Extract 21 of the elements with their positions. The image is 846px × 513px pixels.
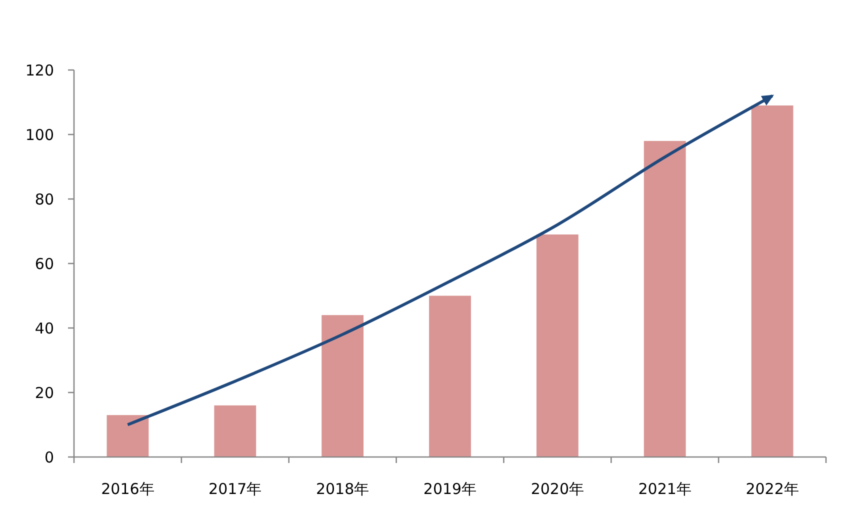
bar [322, 315, 364, 457]
x-tick-label: 2020年 [530, 480, 584, 498]
bar [751, 105, 794, 457]
bar [214, 405, 256, 457]
y-tick-label: 120 [25, 62, 54, 80]
bar [106, 415, 149, 457]
bar [536, 234, 578, 457]
x-tick-label: 2017年 [208, 480, 262, 498]
bar [644, 140, 686, 457]
bar [429, 296, 471, 457]
y-tick-label: 20 [34, 384, 54, 402]
y-tick-label: 80 [34, 190, 54, 208]
y-tick-label: 40 [34, 320, 54, 338]
x-tick-label: 2022年 [746, 480, 799, 498]
x-tick-label: 2019年 [423, 480, 477, 498]
x-tick-label: 2021年 [638, 480, 692, 498]
x-tick-label: 2018年 [316, 480, 370, 498]
y-tick-label: 60 [34, 255, 54, 273]
y-tick-label: 0 [44, 448, 54, 466]
y-tick-label: 100 [25, 126, 54, 144]
x-tick-label: 2016年 [101, 480, 154, 498]
